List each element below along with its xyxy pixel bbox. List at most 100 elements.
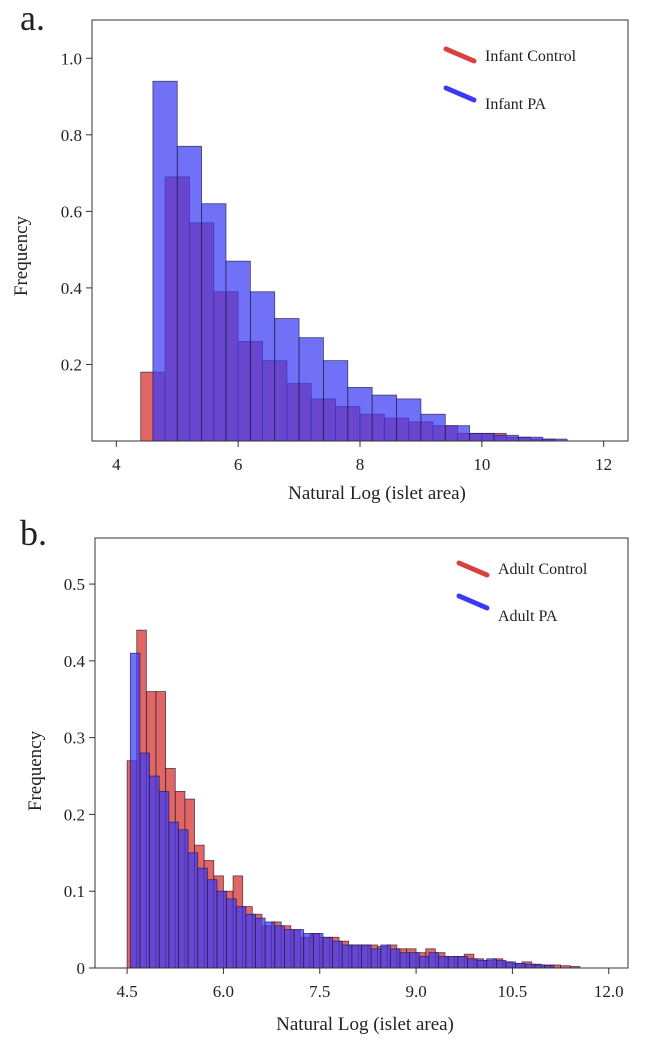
plot-frame-b [94,537,629,969]
bar-adult-pa-38 [495,959,507,969]
bar-adult-pa-4 [168,821,179,969]
y-tick-label: 0.3 [64,729,85,748]
y-tick-label: 0.6 [61,202,82,221]
bar-adult-pa-34 [457,956,468,969]
bar-infant-pa-2 [201,203,227,442]
bar-adult-pa-18 [303,933,314,969]
bar-adult-pa-1 [139,752,150,969]
bar-adult-pa-22 [341,944,353,969]
bar-infant-pa-12 [444,425,471,442]
bar-adult-pa-39 [505,961,517,969]
bar-adult-pa-32 [438,956,449,969]
y-tick-label: 0.1 [64,882,85,901]
y-axis-label-b: Frequency [25,730,46,811]
bar-infant-pa-1 [176,145,203,442]
bar-adult-pa-23 [351,944,362,969]
legend-swatch-infant-pa [443,85,477,103]
x-axis-label-a: Natural Log (islet area) [288,483,466,504]
histogram-bars-b [126,629,581,969]
bar-adult-pa-28 [399,952,411,969]
bar-adult-pa-16 [284,929,295,969]
y-tick-label: 0 [77,959,86,978]
bar-adult-pa-3 [158,790,170,969]
legend-swatch-adult-control [456,560,490,578]
bar-adult-pa-6 [187,852,199,969]
bar-adult-pa-36 [476,959,488,969]
x-tick-label: 12.0 [594,982,624,1001]
y-tick-label: 0.4 [61,279,83,298]
x-axis-label-b: Natural Log (islet area) [276,1014,454,1035]
bar-adult-pa-8 [206,879,218,969]
legend-label-adult-control: Adult Control [498,561,588,578]
bar-infant-pa-11 [420,413,446,442]
bar-infant-pa-15 [517,436,544,442]
bar-adult-pa-12 [245,913,256,969]
y-tick-label: 0.2 [61,355,82,374]
bar-adult-pa-24 [361,944,372,969]
y-tick-label: 0.5 [64,575,85,594]
bar-adult-pa-19 [312,933,324,969]
bar-adult-pa-30 [418,956,430,969]
legend-b: Adult Control Adult PA [456,560,588,625]
bar-adult-pa-21 [332,940,343,969]
y-tick-label: 0.4 [64,652,86,671]
legend-a: Infant Control Infant PA [443,46,577,113]
bar-adult-pa-29 [409,952,420,969]
bar-adult-pa-7 [197,867,208,969]
bar-adult-pa-41 [524,963,536,969]
bar-adult-pa-2 [149,775,160,969]
legend-swatch-infant-control [443,46,477,64]
y-axis-label-a: Frequency [11,215,32,296]
bar-adult-pa-27 [389,948,401,969]
legend-label-infant-pa: Infant PA [485,96,547,113]
bar-infant-pa-6 [298,337,324,442]
x-tick-label: 4.5 [116,982,137,1001]
bar-adult-pa-25 [370,948,382,969]
x-tick-label: 4 [112,455,121,474]
bar-adult-pa-31 [428,952,439,969]
legend-label-adult-pa: Adult PA [498,608,558,625]
bar-infant-pa-7 [323,360,349,442]
x-tick-label: 7.5 [309,982,330,1001]
plot-border [94,537,629,969]
bar-adult-pa-35 [467,958,478,969]
x-axis-ticks-b: 4.5 6.0 7.5 9.0 10.5 12.0 [116,968,624,1001]
bar-infant-pa-8 [347,387,373,442]
x-tick-label: 8 [356,455,365,474]
bar-infant-pa-10 [396,398,422,442]
bar-adult-pa-20 [322,936,334,969]
bar-adult-pa-40 [515,962,526,969]
x-axis-ticks-a: 4 6 8 10 12 [112,441,612,474]
legend-swatch-adult-pa [456,593,490,611]
bar-adult-pa-26 [380,944,391,969]
bar-adult-pa-0 [129,652,141,969]
y-axis-ticks-a: 0.2 0.4 0.6 0.8 1.0 [61,49,92,374]
bar-adult-pa-33 [447,956,459,969]
bar-adult-pa-10 [226,898,237,969]
panel-label-b: b. [20,513,47,553]
x-tick-label: 9.0 [405,982,426,1001]
y-tick-label: 0.8 [61,126,82,145]
x-tick-label: 6 [234,455,243,474]
bar-infant-pa-9 [371,394,397,442]
bar-adult-pa-37 [486,958,497,969]
x-tick-label: 12 [595,455,612,474]
y-tick-label: 0.2 [64,805,85,824]
bar-adult-pa-17 [293,929,305,969]
bar-adult-pa-15 [274,925,285,969]
x-tick-label: 10 [473,455,490,474]
bar-adult-pa-5 [178,829,189,969]
panel-a: a. 4 6 8 10 12 0.2 0.4 0.6 0.8 1.0 Natural Log (… [11,0,629,504]
bar-infant-pa-4 [249,291,276,442]
x-tick-label: 6.0 [213,982,234,1001]
histogram-bars-a [140,80,568,442]
y-axis-ticks-b: 0 0.1 0.2 0.3 0.4 0.5 [64,575,95,978]
bar-adult-pa-11 [235,906,247,969]
legend-label-infant-control: Infant Control [485,48,577,65]
y-tick-label: 1.0 [61,49,82,68]
panel-label-a: a. [20,0,45,38]
bar-infant-pa-13 [469,432,495,442]
bar-infant-pa-0 [152,80,178,442]
bar-adult-pa-13 [255,917,266,969]
